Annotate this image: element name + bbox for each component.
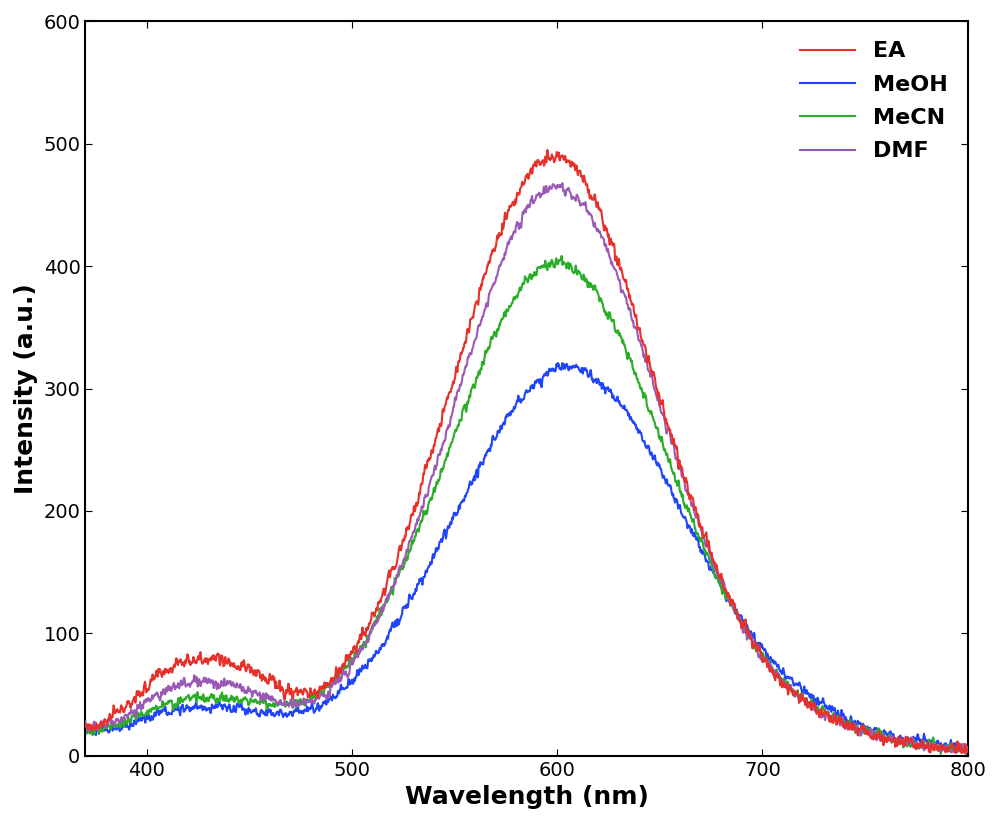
DMF: [79, 717, 91, 727]
EA: [950, 748, 962, 758]
EA: [124, 703, 136, 713]
MeOH: [936, 742, 948, 752]
MeOH: [962, 745, 974, 755]
EA: [485, 249, 497, 259]
MeCN: [79, 728, 91, 737]
MeCN: [961, 750, 973, 760]
MeOH: [937, 744, 949, 754]
MeOH: [508, 402, 520, 412]
Line: MeOH: MeOH: [85, 363, 968, 752]
MeCN: [936, 742, 948, 752]
MeOH: [959, 747, 971, 757]
Y-axis label: Intensity (a.u.): Intensity (a.u.): [14, 283, 38, 494]
MeCN: [556, 251, 568, 261]
DMF: [936, 746, 948, 756]
EA: [937, 741, 949, 751]
Legend: EA, MeOH, MeCN, DMF: EA, MeOH, MeCN, DMF: [791, 32, 957, 170]
DMF: [959, 749, 971, 759]
X-axis label: Wavelength (nm): Wavelength (nm): [405, 785, 648, 809]
DMF: [556, 178, 568, 188]
DMF: [508, 226, 520, 236]
EA: [541, 145, 553, 155]
Line: EA: EA: [85, 150, 968, 753]
Line: MeCN: MeCN: [85, 256, 968, 755]
MeCN: [775, 672, 787, 682]
EA: [508, 201, 520, 211]
MeOH: [79, 728, 91, 737]
DMF: [124, 709, 136, 718]
MeCN: [485, 333, 497, 343]
DMF: [775, 674, 787, 684]
MeOH: [485, 439, 497, 449]
MeCN: [124, 716, 136, 726]
Line: DMF: DMF: [85, 183, 968, 754]
MeCN: [962, 746, 974, 756]
EA: [936, 741, 948, 751]
MeCN: [508, 292, 520, 302]
MeOH: [124, 718, 136, 728]
EA: [962, 745, 974, 755]
MeOH: [552, 358, 564, 368]
DMF: [937, 742, 949, 752]
DMF: [485, 285, 497, 295]
MeCN: [937, 741, 949, 751]
EA: [79, 718, 91, 728]
MeOH: [775, 667, 787, 677]
DMF: [962, 743, 974, 753]
EA: [775, 677, 787, 687]
